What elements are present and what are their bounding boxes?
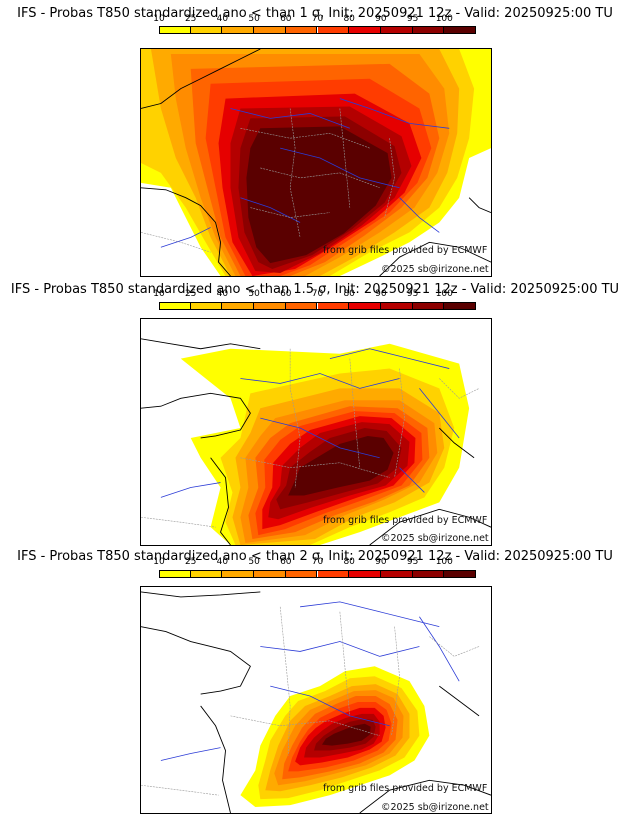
map-panel-3: IFS - Probas T850 standardized ano < tha… (0, 546, 630, 828)
source-credit: from grib files provided by ECMWF (323, 245, 488, 256)
colorbar-tick-label: 90 (375, 289, 387, 299)
colorbar-tick-label: 100 (435, 14, 453, 24)
colorbar-tick-label: 100 (435, 289, 453, 299)
probability-map: from grib files provided by ECMWF ©2025 … (140, 586, 492, 814)
colorbar-tick-label: 40 (216, 14, 229, 24)
colorbar-swatch (349, 570, 381, 578)
colorbar-tick-label: 50 (248, 14, 260, 24)
source-credit: from grib files provided by ECMWF (323, 783, 488, 794)
colorbar-tick-label: 90 (375, 557, 387, 567)
colorbar (159, 302, 476, 310)
colorbar-tick-label: 40 (216, 289, 229, 299)
colorbar-swatch (285, 302, 318, 310)
colorbar-swatch (317, 570, 350, 578)
colorbar-swatch (412, 26, 445, 34)
admin-borders (141, 348, 480, 528)
colorbar-tick-label: 100 (435, 557, 453, 567)
panel-title: IFS - Probas T850 standardized ano < tha… (10, 282, 620, 297)
colorbar-tick-label: 70 (311, 14, 324, 24)
colorbar-swatch (222, 570, 255, 578)
colorbar-tick-label: 90 (375, 14, 387, 24)
colorbar-swatch (444, 302, 476, 310)
colorbar-swatch (412, 302, 445, 310)
colorbar-swatch (254, 302, 286, 310)
contour-100 (246, 126, 392, 264)
rivers (160, 98, 450, 248)
panel-title: IFS - Probas T850 standardized ano < tha… (17, 549, 613, 564)
probability-map: from grib files provided by ECMWF ©2025 … (140, 48, 492, 277)
colorbar-tick-label: 60 (280, 557, 292, 567)
colorbar-tick-label: 70 (311, 289, 324, 299)
colorbar-tick-label: 40 (216, 557, 229, 567)
colorbar-swatch (222, 26, 255, 34)
panel-title: IFS - Probas T850 standardized ano < tha… (17, 6, 613, 21)
copyright-credit: ©2025 sb@irizone.net (381, 533, 489, 544)
contour-100 (321, 723, 371, 746)
colorbar-swatch (380, 570, 413, 578)
colorbar-tick-label: 95 (406, 557, 419, 567)
colorbar-swatch (317, 26, 350, 34)
coastline (141, 591, 491, 813)
colorbar-swatch (254, 26, 286, 34)
colorbar-tick-label: 25 (184, 289, 197, 299)
colorbar-tick-label: 10 (153, 14, 165, 24)
colorbar-tick-label: 25 (184, 557, 197, 567)
colorbar-swatch (444, 26, 476, 34)
colorbar-swatch (349, 26, 381, 34)
colorbar-swatch (159, 302, 191, 310)
colorbar (159, 26, 476, 34)
colorbar-swatch (190, 302, 223, 310)
colorbar-tick-label: 60 (280, 289, 292, 299)
colorbar-swatch (444, 570, 476, 578)
colorbar-swatch (254, 570, 286, 578)
admin-borders (141, 108, 395, 253)
colorbar-tick-label: 80 (343, 14, 355, 24)
coastline (141, 49, 491, 276)
source-credit: from grib files provided by ECMWF (323, 515, 488, 526)
colorbar-tick-label: 60 (280, 14, 292, 24)
rivers (160, 348, 460, 498)
colorbar-ticks: 10 25 40 50 60 70 80 90 95 100 (153, 557, 476, 569)
colorbar-swatch (222, 302, 255, 310)
map-panel-2: IFS - Probas T850 standardized ano < tha… (0, 277, 630, 547)
copyright-credit: ©2025 sb@irizone.net (381, 802, 489, 813)
coastline (141, 338, 491, 545)
map-svg-2 (141, 338, 491, 545)
colorbar (159, 570, 476, 578)
colorbar-swatch (159, 26, 191, 34)
contour-100 (288, 435, 394, 496)
colorbar-tick-label: 50 (248, 289, 260, 299)
colorbar-swatch (349, 302, 381, 310)
colorbar-tick-label: 50 (248, 557, 260, 567)
colorbar-swatch (190, 570, 223, 578)
rivers (160, 601, 460, 761)
colorbar-swatch (317, 302, 350, 310)
colorbar-tick-label: 80 (343, 289, 355, 299)
colorbar-swatch (380, 26, 413, 34)
colorbar-ticks: 10 25 40 50 60 70 80 90 95 100 (153, 289, 476, 301)
colorbar-swatch (190, 26, 223, 34)
colorbar-swatch (285, 570, 318, 578)
colorbar-tick-label: 95 (406, 289, 419, 299)
colorbar-swatch (285, 26, 318, 34)
colorbar-ticks: 10 25 40 50 60 70 80 90 95 100 (153, 14, 476, 26)
colorbar-tick-label: 70 (311, 557, 324, 567)
colorbar-swatch (380, 302, 413, 310)
colorbar-swatch (412, 570, 445, 578)
colorbar-tick-label: 25 (184, 14, 197, 24)
colorbar-swatch (159, 570, 191, 578)
colorbar-tick-label: 80 (343, 557, 355, 567)
map-svg-1 (141, 49, 491, 276)
colorbar-tick-label: 10 (153, 289, 165, 299)
admin-borders (141, 606, 480, 796)
copyright-credit: ©2025 sb@irizone.net (381, 264, 489, 275)
map-panel-1: IFS - Probas T850 standardized ano < tha… (0, 0, 630, 278)
colorbar-tick-label: 95 (406, 14, 419, 24)
probability-map: from grib files provided by ECMWF ©2025 … (140, 318, 492, 546)
map-svg-3 (141, 591, 491, 813)
colorbar-tick-label: 10 (153, 557, 165, 567)
